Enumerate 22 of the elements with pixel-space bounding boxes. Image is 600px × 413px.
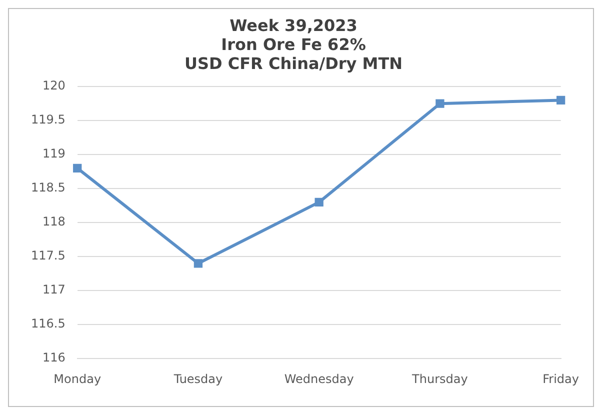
y-tick-label: 117.5 (30, 248, 66, 263)
y-tick-label: 116.5 (30, 316, 66, 331)
x-tick-label: Friday (542, 372, 580, 386)
y-tick-label: 116 (42, 350, 66, 365)
point (194, 259, 203, 268)
text: USD CFR China/Dry MTN (184, 54, 402, 74)
y-tick-label: 118 (42, 214, 66, 229)
x-tick-label: Wednesday (284, 372, 354, 386)
x-tick-label: Monday (54, 372, 102, 386)
text: Week 39,2023 (230, 16, 358, 35)
point (314, 198, 324, 207)
x-tick-label: Tuesday (172, 372, 223, 386)
y-tick-label: 120 (42, 78, 66, 93)
text: Iron Ore Fe 62% (221, 34, 366, 54)
y-tick-label: 117 (42, 282, 66, 297)
x-tick-label: Thursday (411, 372, 468, 386)
point (556, 96, 566, 105)
y-tick-label: 119 (42, 146, 66, 161)
point (73, 164, 82, 173)
y-tick-label: 119.5 (30, 112, 66, 127)
point (436, 99, 444, 108)
y-tick-label: 118.5 (30, 180, 66, 195)
